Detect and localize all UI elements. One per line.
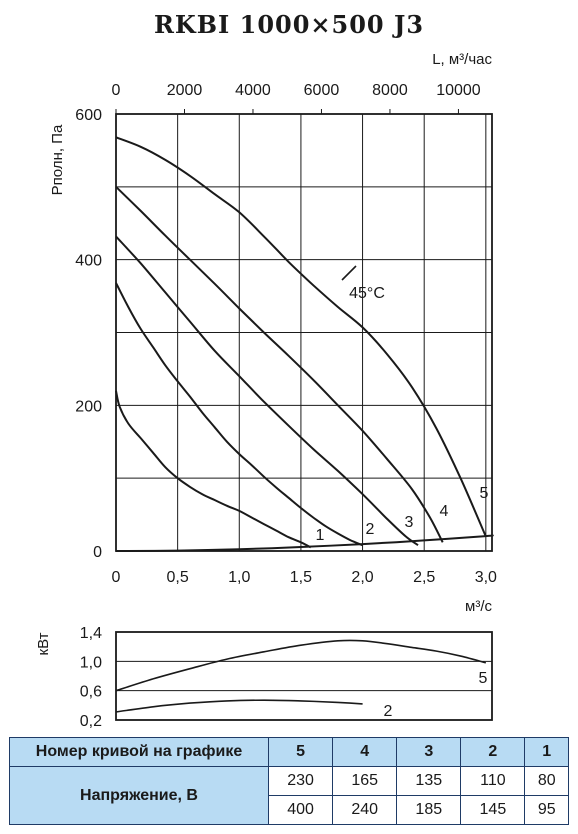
- table-header-cell: 3: [396, 737, 462, 767]
- table-header-cell: 5: [267, 737, 334, 767]
- table-cell: 185: [396, 795, 462, 825]
- x2-tick-label: 8000: [372, 82, 408, 99]
- table-row: 400 240 185 145 95: [10, 795, 569, 825]
- table-cell: 95: [524, 795, 569, 825]
- x2-axis-label: L, м³/час: [432, 51, 492, 68]
- power-curve-2: [115, 699, 363, 713]
- table-cell: 145: [460, 795, 526, 825]
- table-row: Напряжение, В 230 165 135 110 80: [9, 766, 569, 825]
- x2-tick-label: 4000: [235, 82, 271, 99]
- power-plot-frame: [115, 631, 493, 721]
- x2-tick-label: 6000: [304, 82, 340, 99]
- power-y-tick-label: 1,4: [80, 625, 102, 642]
- power-y-axis-label: кВт: [35, 632, 52, 655]
- x-axis-label: м³/с: [465, 598, 492, 615]
- y-axis-label: Рполн, Па: [49, 124, 66, 195]
- x-tick-label: 1,5: [290, 569, 312, 586]
- voltage-table: Номер кривой на графике 5 4 3 2 1 Напряж…: [9, 737, 569, 825]
- y-tick-label: 0: [93, 544, 102, 561]
- curve-label-4: 4: [440, 503, 449, 520]
- curve-label-2: 2: [366, 521, 375, 538]
- power-y-tick-label: 0,6: [80, 684, 102, 701]
- x2-tick-label: 10000: [436, 82, 481, 99]
- x-tick-label: 0: [112, 569, 121, 586]
- fan-curve-1: [115, 390, 312, 549]
- fan-curve-3: [115, 235, 419, 547]
- curve-label-5: 5: [480, 485, 489, 502]
- fan-curve-4: [115, 186, 444, 543]
- power-y-tick-label: 0,2: [80, 713, 102, 730]
- x2-tick-label: 2000: [167, 82, 203, 99]
- curve-label-45c: 45°C: [349, 285, 385, 302]
- table-header-cell: 4: [332, 737, 398, 767]
- table-cell: 400: [267, 795, 334, 825]
- table-cell: 110: [460, 766, 526, 796]
- y-tick-label: 200: [75, 398, 102, 415]
- table-cell: 80: [524, 766, 569, 796]
- y-tick-label: 400: [75, 253, 102, 270]
- fan-curve-2: [115, 282, 363, 547]
- curve-label-1: 1: [316, 527, 325, 544]
- chart-title: RKBI 1000×500 J3: [153, 10, 425, 39]
- power-curve-5: [115, 639, 487, 692]
- x2-tick-label: 0: [112, 82, 121, 99]
- annotation-leader-45c: [341, 265, 357, 281]
- plot-frame: [115, 113, 493, 552]
- table-header-row: Номер кривой на графике 5 4 3 2 1: [9, 737, 569, 767]
- x-tick-label: 2,0: [351, 569, 373, 586]
- fan-curve-5: [115, 136, 487, 537]
- table-header-label: Номер кривой на графике: [9, 737, 269, 767]
- power-curve-label-5: 5: [479, 670, 488, 687]
- table-header-cell: 2: [460, 737, 526, 767]
- table-cell: 135: [396, 766, 462, 796]
- curve-label-3: 3: [405, 514, 414, 531]
- table-row-label: Напряжение, В: [9, 766, 269, 825]
- x-tick-label: 2,5: [413, 569, 435, 586]
- system-curve: [115, 534, 494, 552]
- table-cell: 165: [332, 766, 398, 796]
- y-tick-label: 600: [75, 107, 102, 124]
- table-cell: 230: [267, 766, 334, 796]
- x-tick-label: 1,0: [228, 569, 250, 586]
- x-tick-label: 0,5: [167, 569, 189, 586]
- power-curve-label-2: 2: [384, 703, 393, 720]
- power-y-tick-label: 1,0: [80, 654, 102, 671]
- table-header-cell: 1: [524, 737, 569, 767]
- table-cell: 240: [332, 795, 398, 825]
- x-tick-label: 3,0: [475, 569, 497, 586]
